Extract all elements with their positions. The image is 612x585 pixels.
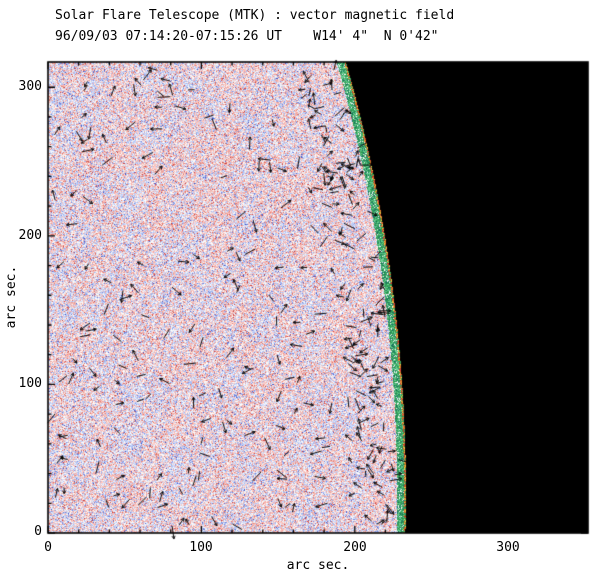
x-tick-label-100: 100 [189, 540, 213, 555]
y-tick-label-300: 300 [18, 79, 42, 94]
plot-title: Solar Flare Telescope (MTK) : vector mag… [55, 8, 455, 23]
y-axis-label: arc sec. [4, 265, 19, 329]
y-tick-label-200: 200 [18, 228, 42, 243]
plot-subtitle: 96/09/03 07:14:20-07:15:26 UT W14' 4" N … [55, 29, 439, 44]
x-tick-label-300: 300 [496, 540, 520, 555]
y-tick-label-0: 0 [34, 524, 42, 539]
x-axis-label: arc sec. [286, 558, 350, 573]
y-tick-label-100: 100 [18, 376, 42, 391]
x-tick-label-200: 200 [343, 540, 367, 555]
x-tick-label-0: 0 [44, 540, 52, 555]
